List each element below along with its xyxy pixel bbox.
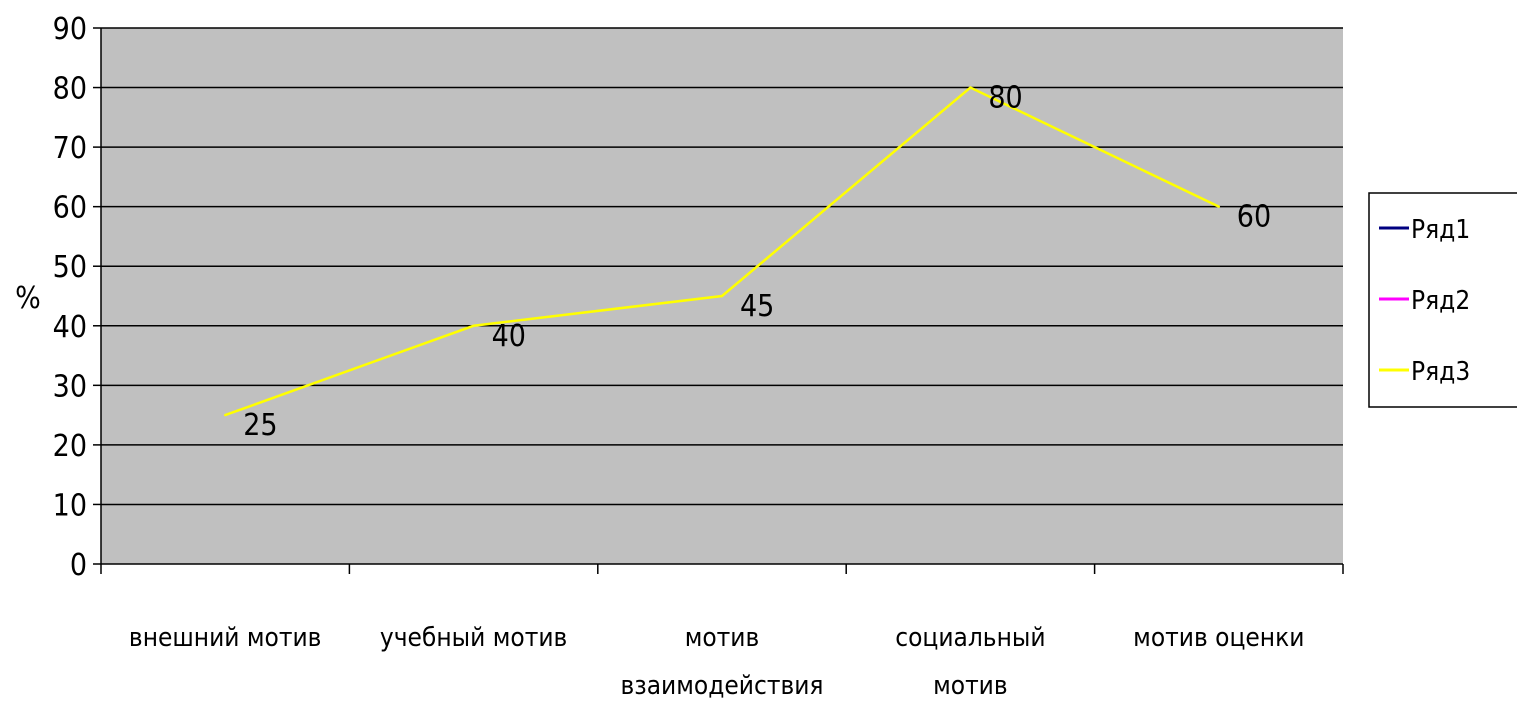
axes (93, 27, 1344, 574)
data-label: 60 (1237, 200, 1271, 235)
data-point (224, 413, 227, 417)
legend-label: Ряд2 (1411, 286, 1470, 316)
legend: Ряд1 Ряд2 Ряд3 (1368, 192, 1517, 408)
y-tick-label: 40 (53, 310, 87, 345)
data-point (1217, 205, 1221, 208)
y-tick-label: 30 (53, 369, 87, 404)
data-label: 40 (492, 319, 526, 354)
y-tick-label: 0 (70, 548, 87, 583)
data-label: 80 (988, 81, 1022, 116)
x-tick-label: мотив взаимодействия (620, 623, 823, 701)
x-tick-label: внешний мотив (129, 623, 322, 653)
data-label: 25 (243, 408, 277, 443)
y-tick-label: 60 (53, 191, 87, 226)
y-tick-label: 50 (53, 250, 87, 285)
x-tick-labels: внешний мотив учебный мотив мотив взаимодей… (129, 623, 1304, 701)
data-point (472, 324, 475, 327)
legend-label: Ряд3 (1411, 357, 1470, 387)
data-point (969, 86, 972, 89)
y-tick-labels: 0 10 20 30 40 50 60 70 80 90 (53, 12, 87, 583)
data-point (720, 294, 724, 298)
x-tick-label: учебный мотив (380, 623, 567, 653)
x-tick-label: социальный мотив (895, 623, 1045, 701)
data-labels: 25 40 45 80 60 (243, 81, 1271, 444)
y-tick-label: 20 (53, 429, 87, 464)
y-tick-label: 70 (53, 131, 87, 166)
y-axis-label: % (15, 281, 41, 316)
x-tick-label: мотив оценки (1133, 623, 1304, 653)
y-tick-label: 90 (53, 12, 87, 47)
y-tick-label: 10 (53, 488, 87, 523)
data-label: 45 (740, 289, 774, 324)
series-lines (224, 86, 1221, 417)
y-tick-label: 80 (53, 72, 87, 107)
legend-label: Ряд1 (1411, 215, 1470, 245)
